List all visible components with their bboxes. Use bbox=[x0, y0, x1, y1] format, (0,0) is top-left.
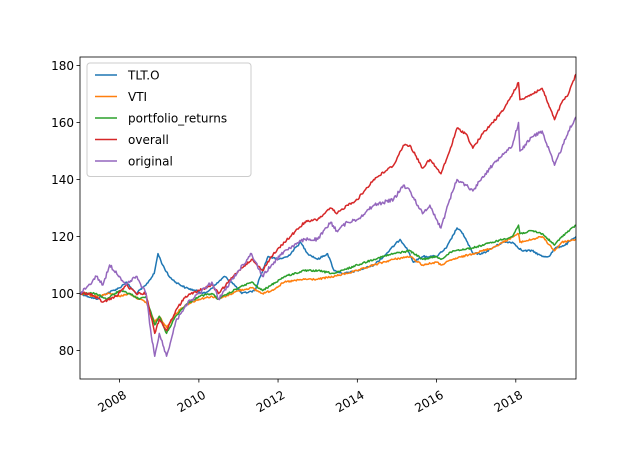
y-tick-label: 80 bbox=[59, 344, 74, 358]
legend-label-overall: overall bbox=[128, 133, 169, 147]
plot-frame bbox=[79, 56, 577, 380]
y-tick-label: 140 bbox=[51, 173, 74, 187]
y-tick-label: 120 bbox=[51, 230, 74, 244]
series-lines bbox=[80, 73, 576, 357]
y-axis: 80 100 120 140 160 180 bbox=[51, 59, 80, 358]
legend-label-portfolio-returns: portfolio_returns bbox=[128, 111, 227, 125]
legend-label-tlt-o: TLT.O bbox=[127, 68, 160, 82]
y-tick-label: 180 bbox=[51, 59, 74, 73]
y-tick-label: 100 bbox=[51, 287, 74, 301]
legend-label-vti: VTI bbox=[128, 90, 147, 104]
series-line-overall bbox=[80, 73, 576, 335]
legend-label-original: original bbox=[128, 154, 173, 168]
y-tick-label: 160 bbox=[51, 116, 74, 130]
series-line-original bbox=[80, 116, 576, 357]
series-line-vti bbox=[80, 232, 576, 329]
legend-box bbox=[86, 62, 252, 177]
